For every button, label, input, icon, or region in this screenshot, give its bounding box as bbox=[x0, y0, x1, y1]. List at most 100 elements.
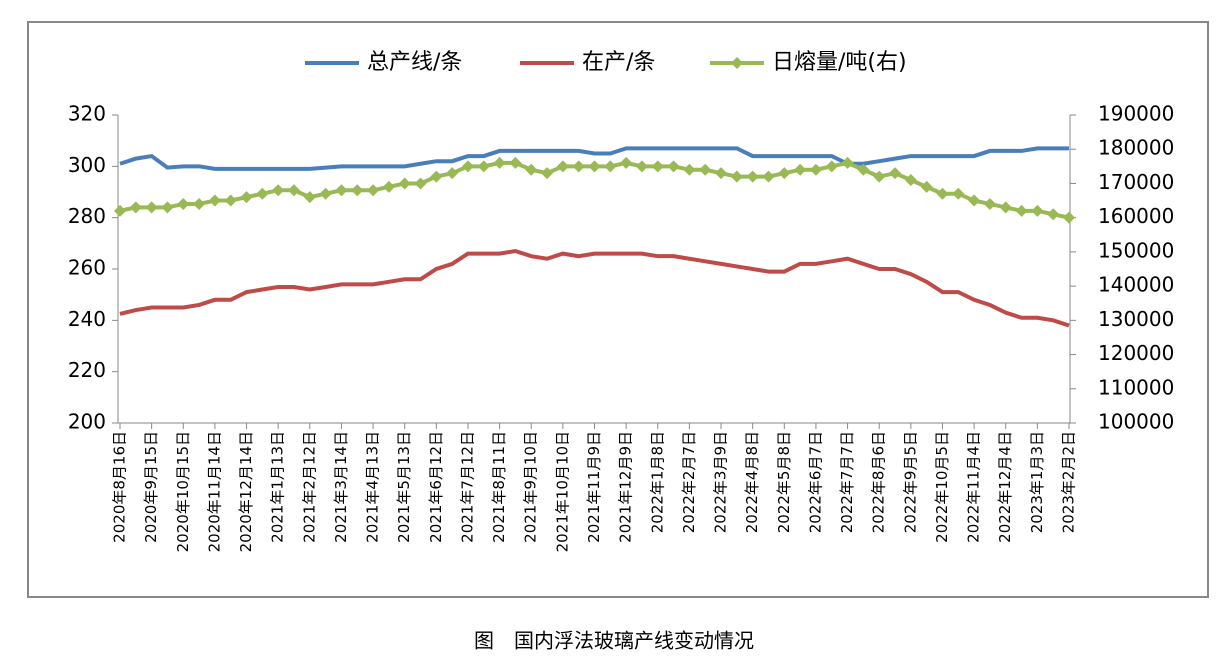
x-tick-label: 2021年9月10日 bbox=[522, 431, 540, 543]
point-marker bbox=[857, 163, 870, 176]
point-marker bbox=[208, 194, 221, 207]
point-marker bbox=[699, 163, 712, 176]
x-tick-label: 2022年2月7日 bbox=[680, 431, 698, 533]
x-tick-label: 2022年7月7日 bbox=[838, 431, 856, 533]
point-marker bbox=[114, 204, 126, 217]
point-marker bbox=[509, 156, 522, 169]
x-tick-label: 2023年2月2日 bbox=[1060, 431, 1078, 533]
point-marker bbox=[1063, 211, 1075, 224]
point-marker bbox=[1031, 204, 1044, 217]
point-marker bbox=[873, 170, 886, 183]
x-tick-label: 2022年4月8日 bbox=[743, 431, 761, 533]
point-marker bbox=[319, 187, 332, 200]
y2-tick-label: 150000 bbox=[1098, 238, 1174, 262]
point-marker bbox=[272, 184, 285, 197]
point-marker bbox=[541, 167, 554, 180]
x-tick-label: 2022年3月9日 bbox=[712, 431, 730, 533]
point-marker bbox=[256, 187, 269, 200]
point-marker bbox=[936, 187, 949, 200]
x-tick-label: 2023年1月3日 bbox=[1028, 431, 1046, 533]
x-tick-label: 2021年2月12日 bbox=[300, 431, 318, 543]
x-tick-label: 2022年8月6日 bbox=[870, 431, 888, 533]
x-tick-label: 2022年11月4日 bbox=[965, 431, 983, 543]
point-marker bbox=[762, 170, 775, 183]
point-marker bbox=[398, 177, 411, 190]
y2-tick-label: 180000 bbox=[1098, 136, 1174, 160]
chart-border bbox=[27, 21, 1209, 598]
point-marker bbox=[414, 177, 427, 190]
y-tick-label: 300 bbox=[68, 153, 106, 177]
x-tick-label: 2022年5月8日 bbox=[775, 431, 793, 533]
point-marker bbox=[477, 160, 490, 173]
point-marker bbox=[904, 174, 917, 187]
x-tick-label: 2021年1月13日 bbox=[269, 431, 287, 543]
point-marker bbox=[525, 163, 538, 176]
point-marker bbox=[446, 167, 459, 180]
x-tick-label: 2021年6月12日 bbox=[427, 431, 445, 543]
point-marker bbox=[493, 156, 506, 169]
point-marker bbox=[999, 201, 1012, 214]
point-marker bbox=[841, 156, 854, 169]
y-tick-label: 240 bbox=[68, 307, 106, 331]
x-tick-label: 2021年11月9日 bbox=[585, 431, 603, 543]
point-marker bbox=[730, 170, 743, 183]
series-line bbox=[119, 146, 1069, 171]
point-marker bbox=[746, 170, 759, 183]
x-tick-label: 2022年9月5日 bbox=[901, 431, 919, 533]
point-marker bbox=[588, 160, 601, 173]
x-tick-label: 2021年7月12日 bbox=[458, 431, 476, 543]
x-tick-label: 2020年12月14日 bbox=[237, 431, 255, 552]
y2-tick-label: 120000 bbox=[1098, 341, 1174, 365]
point-marker bbox=[287, 184, 300, 197]
y-tick-label: 280 bbox=[68, 204, 106, 228]
point-marker bbox=[620, 156, 633, 169]
x-tick-label: 2020年8月16日 bbox=[111, 431, 129, 543]
point-marker bbox=[1047, 208, 1060, 221]
point-marker bbox=[683, 163, 696, 176]
point-marker bbox=[920, 180, 933, 193]
legend-marker bbox=[731, 57, 743, 69]
point-marker bbox=[825, 160, 838, 173]
x-tick-label: 2022年1月8日 bbox=[648, 431, 666, 533]
point-marker bbox=[161, 201, 174, 214]
point-marker bbox=[604, 160, 617, 173]
point-marker bbox=[430, 170, 443, 183]
y-tick-label: 320 bbox=[68, 102, 106, 126]
point-marker bbox=[177, 197, 190, 210]
point-marker bbox=[129, 201, 142, 214]
y2-tick-label: 130000 bbox=[1098, 307, 1174, 331]
point-marker bbox=[667, 160, 680, 173]
legend-label: 日熔量/吨(右) bbox=[772, 50, 907, 75]
point-marker bbox=[715, 167, 728, 180]
x-tick-label: 2021年5月13日 bbox=[395, 431, 413, 543]
x-tick-label: 2020年11月14日 bbox=[205, 431, 223, 552]
y2-tick-label: 110000 bbox=[1098, 375, 1174, 399]
point-marker bbox=[651, 160, 664, 173]
point-marker bbox=[335, 184, 348, 197]
x-tick-label: 2021年3月14日 bbox=[332, 431, 350, 543]
x-tick-label: 2021年8月11日 bbox=[490, 431, 508, 543]
x-tick-label: 2020年10月15日 bbox=[174, 431, 192, 552]
y2-tick-label: 100000 bbox=[1098, 410, 1174, 434]
x-tick-label: 2022年12月4日 bbox=[996, 431, 1014, 543]
point-marker bbox=[145, 201, 158, 214]
legend-label: 总产线/条 bbox=[367, 50, 462, 75]
x-tick-label: 2020年9月15日 bbox=[142, 431, 160, 543]
point-marker bbox=[240, 191, 253, 204]
point-marker bbox=[809, 163, 822, 176]
point-marker bbox=[952, 187, 965, 200]
series-line bbox=[119, 248, 1070, 328]
point-marker bbox=[983, 197, 996, 210]
point-marker bbox=[635, 160, 648, 173]
point-marker bbox=[572, 160, 585, 173]
point-marker bbox=[351, 184, 364, 197]
y2-tick-label: 160000 bbox=[1098, 204, 1174, 228]
point-marker bbox=[794, 163, 807, 176]
point-marker bbox=[303, 191, 316, 204]
point-marker bbox=[778, 167, 791, 180]
x-tick-label: 2022年6月7日 bbox=[806, 431, 824, 533]
x-tick-label: 2021年12月9日 bbox=[617, 431, 635, 543]
point-marker bbox=[461, 160, 474, 173]
point-marker bbox=[367, 184, 380, 197]
